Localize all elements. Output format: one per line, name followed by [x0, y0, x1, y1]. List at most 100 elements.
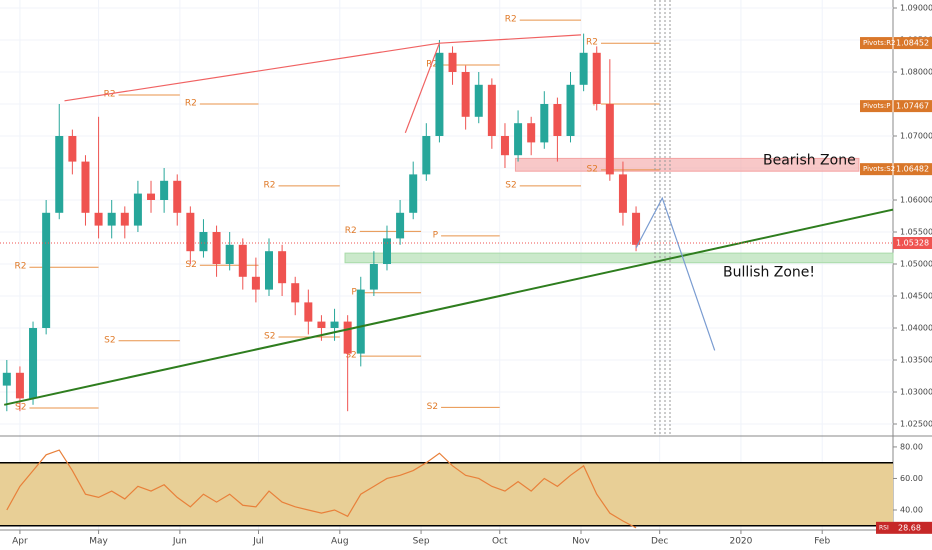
candle-body	[291, 283, 300, 303]
trend-line	[404, 42, 440, 134]
candle-body	[422, 135, 431, 175]
rsi-tag-name: RSI	[879, 524, 889, 531]
pivot-label: S2	[185, 260, 196, 270]
x-tick-label: Jul	[252, 537, 264, 547]
pivot-label: R2	[586, 38, 598, 48]
candle-body	[186, 212, 195, 252]
candle-body	[632, 212, 641, 245]
candle-body	[553, 103, 562, 136]
x-tick-label: Feb	[814, 537, 830, 547]
pivot-tag-value: 1.07467	[896, 102, 929, 111]
x-tick-label: Aug	[331, 537, 349, 547]
candle-body	[448, 52, 457, 72]
x-tick-label: Dec	[651, 537, 668, 547]
candle-body	[474, 84, 483, 117]
candle-body	[173, 180, 182, 213]
trend-line	[3, 208, 894, 406]
pivot-tag	[860, 163, 932, 176]
candle-body	[238, 244, 247, 277]
y-tick-label: 1.07000	[900, 131, 932, 140]
x-tick-label: Jun	[172, 537, 187, 547]
candle-body	[514, 123, 523, 156]
candle-body	[29, 327, 38, 399]
candle-body	[147, 193, 156, 200]
candle-body	[199, 231, 208, 252]
y-tick-label: 1.03000	[900, 387, 932, 396]
candle-body	[540, 103, 549, 143]
candle-body	[330, 321, 339, 328]
candle-body	[369, 263, 378, 290]
pivot-label: S2	[505, 180, 516, 190]
pivot-label: S2	[345, 351, 356, 361]
candle-body	[107, 212, 116, 226]
candle-body	[592, 52, 601, 104]
candle-body	[356, 289, 365, 354]
rsi-tag	[876, 521, 932, 534]
pivot-tag-value: 1.06482	[896, 165, 929, 174]
candle-body	[160, 180, 169, 200]
last-price-label: 1.05328	[896, 239, 929, 248]
rsi-line	[6, 449, 637, 529]
pivot-tag-name: Pivots:S2	[863, 165, 895, 173]
zone	[344, 252, 894, 264]
x-tick-label: 2020	[729, 537, 752, 547]
pivot-label: S2	[104, 335, 115, 345]
pivot-label: R2	[264, 180, 276, 190]
candle-body	[605, 103, 614, 175]
candle-body	[42, 212, 51, 328]
last-price-tag	[893, 237, 932, 250]
pivot-label: S2	[427, 402, 438, 412]
candle-body	[278, 251, 287, 284]
candle-body	[120, 212, 129, 226]
zone	[514, 157, 860, 172]
x-tick-label: Sep	[413, 537, 430, 547]
x-tick-label: Nov	[572, 537, 590, 547]
pivot-label: S2	[264, 331, 275, 341]
candle-body	[2, 372, 11, 386]
y-tick-label: 1.05500	[900, 227, 932, 236]
candle-body	[55, 135, 64, 213]
x-tick-label: Apr	[12, 537, 28, 547]
candle-body	[94, 212, 103, 226]
candle-body	[265, 251, 274, 290]
y-tick-label: 1.06000	[900, 195, 932, 204]
pivot-tag-value: 1.08452	[896, 39, 929, 48]
pivot-label: P	[433, 230, 439, 240]
pivot-tag	[860, 100, 932, 113]
pivot-label: P	[351, 287, 357, 297]
rsi-band	[0, 462, 893, 526]
trend-line	[64, 34, 582, 102]
candle-body	[566, 84, 575, 136]
candle-body	[317, 321, 326, 328]
rsi-tag-value: 28.68	[898, 523, 921, 532]
candle-body	[527, 123, 536, 143]
candle-body	[81, 161, 90, 213]
candle-body	[409, 174, 418, 213]
y-tick-label: 1.05000	[900, 259, 932, 268]
pivot-label: R2	[185, 98, 197, 108]
candle-body	[461, 71, 470, 117]
candle-body	[133, 193, 142, 226]
pivot-label: R2	[104, 90, 116, 100]
y-tick-label: 80.00	[900, 442, 923, 451]
pivot-tag	[860, 37, 932, 50]
candle-body	[396, 212, 405, 239]
trend-line	[635, 196, 716, 351]
zone-label: Bearish Zone	[763, 152, 856, 168]
pivot-label: R2	[505, 15, 517, 25]
y-tick-label: 1.04500	[900, 291, 932, 300]
candle-body	[251, 276, 260, 290]
y-tick-label: 1.09000	[900, 3, 932, 12]
pivot-label: R2	[426, 59, 438, 69]
pivot-tag-name: Pivots:P	[863, 102, 890, 110]
candle-body	[15, 372, 24, 399]
pivot-label: S2	[15, 402, 26, 412]
candle-body	[304, 302, 313, 322]
candle-body	[435, 52, 444, 136]
candle-body	[500, 135, 509, 156]
pivot-label: S2	[587, 164, 598, 174]
x-tick-label: Oct	[492, 537, 508, 547]
y-tick-label: 60.00	[900, 474, 923, 483]
candle-body	[343, 321, 352, 354]
